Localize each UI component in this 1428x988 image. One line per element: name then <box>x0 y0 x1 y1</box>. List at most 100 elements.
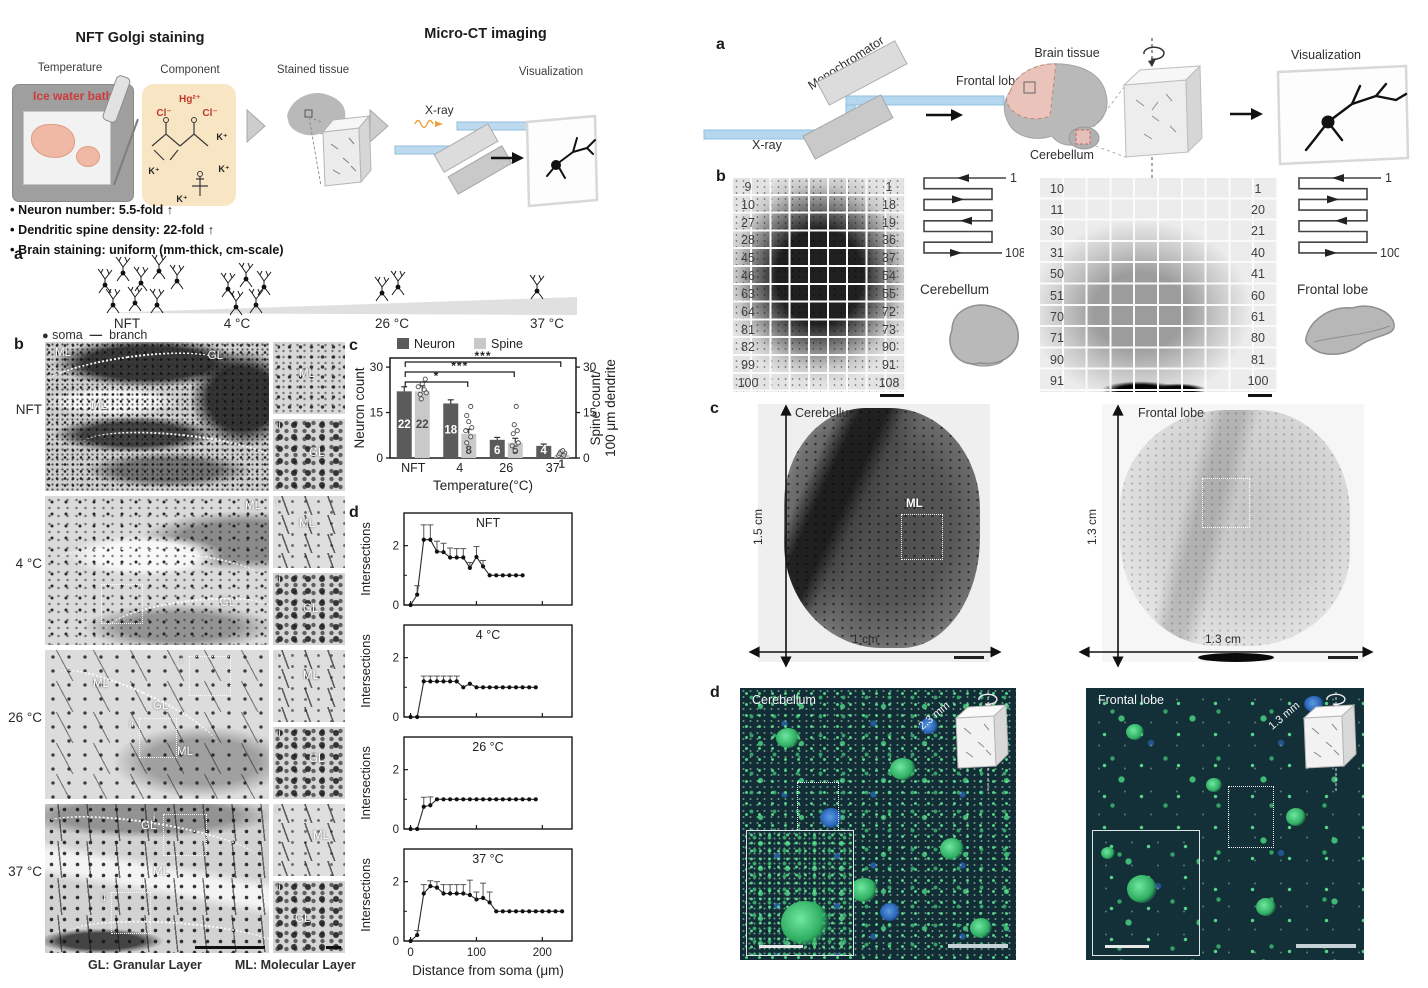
k-ion-label: K⁺ <box>176 194 187 204</box>
svg-text:0: 0 <box>393 600 399 612</box>
roi-box-ii: ii <box>129 718 177 758</box>
finding-spine-density: Dendritic spine density: 22-fold ↑ <box>10 220 284 240</box>
fluorescence-cerebellum: Cerebellum 2.3 mm <box>740 688 1016 960</box>
ct-projection-cerebellum: ML <box>758 404 990 662</box>
tile-number: 70 <box>1050 310 1064 325</box>
svg-text:15: 15 <box>583 406 597 420</box>
rotation-icon <box>1143 38 1165 67</box>
scan-order-serpentine: 1 108 <box>923 172 1024 260</box>
scale-bar <box>326 946 341 949</box>
tile-number: 1 <box>1254 181 1262 196</box>
tissue-cube-icon <box>1122 64 1203 178</box>
visualization-panel <box>1276 64 1410 166</box>
panel-b-caption: GL: Granular Layer ML: Molecular Layer <box>88 958 356 972</box>
condition-label-4c: 4 °C <box>223 316 251 331</box>
svg-text:8: 8 <box>466 445 473 457</box>
svg-text:0: 0 <box>376 451 383 465</box>
visualization-panel <box>525 114 599 208</box>
frontal-lobe-shape-icon <box>1305 305 1395 355</box>
svg-text:18: 18 <box>444 424 457 436</box>
sample-box-marker <box>1023 81 1036 94</box>
chromate-skeleton <box>151 122 209 196</box>
svg-text:Neuron: Neuron <box>414 337 455 351</box>
svg-text:4: 4 <box>456 461 463 475</box>
inset-index-label: ii <box>276 882 281 893</box>
tile-number: 28 <box>741 233 755 248</box>
cerebellum-tissue <box>784 408 980 648</box>
ct-mosaic-cerebellum: 9 10 27 28 45 46 63 64 81 82 99 100 1 18 19 36 37 54 55 72… <box>733 178 906 392</box>
bar <box>443 403 459 458</box>
region-label-ml: ML <box>245 500 261 512</box>
tile-number: 99 <box>741 358 755 373</box>
xray-label: X-ray <box>425 103 454 117</box>
magnified-inset <box>1092 830 1200 956</box>
flow-arrow-icon <box>926 109 963 121</box>
svg-text:Intersections: Intersections <box>358 746 373 820</box>
row-label-4c: 4 °C <box>15 556 42 571</box>
roi-box <box>101 584 143 624</box>
k-ion-label: K⁺ <box>216 132 227 142</box>
tile-number: 90 <box>882 340 896 355</box>
svg-text:Intersections: Intersections <box>358 522 373 596</box>
golgi-title: NFT Golgi staining <box>75 30 205 46</box>
ice-water-bath-box: Ice water bath <box>12 73 139 202</box>
svg-text:200: 200 <box>533 947 552 959</box>
bar <box>414 391 430 458</box>
scan-order-serpentine: 1 100 <box>1298 172 1399 260</box>
tile-number: 91 <box>1050 374 1064 389</box>
neuron-cluster <box>529 274 545 300</box>
region-label-ml: ML <box>91 400 107 412</box>
tile-number: 10 <box>1050 181 1064 196</box>
inset-index-label: i <box>276 805 279 816</box>
height-dimension-label: 1.3 cm <box>1085 508 1100 546</box>
tile-number: 1 <box>885 179 893 194</box>
panel-b-label-right: b <box>716 168 726 185</box>
svg-text:*: * <box>434 369 440 383</box>
tile-number: 73 <box>882 322 896 337</box>
tile-number: 46 <box>741 269 755 284</box>
brain-slice-icon <box>31 124 75 158</box>
frontal-lobe-label: Frontal lobe <box>956 74 1023 88</box>
tile-number: 61 <box>1251 310 1265 325</box>
panel-c-label-right: c <box>710 400 719 417</box>
golgi-micrograph-nft: ML GL ML <box>33 342 283 491</box>
svg-text:Intersections: Intersections <box>358 634 373 708</box>
soma-dot-icon: ● <box>42 330 49 342</box>
magnified-inset <box>746 830 854 956</box>
inset-index-label: ii <box>276 420 281 431</box>
tile-number: 41 <box>1251 267 1265 282</box>
cerebellum-shape-icon <box>949 304 1019 367</box>
region-label-gl: GL <box>295 913 311 925</box>
tile-number: 72 <box>882 304 896 319</box>
svg-text:1: 1 <box>559 459 566 471</box>
gradient-wedge-icon <box>102 297 577 315</box>
tile-number: 80 <box>1251 331 1265 346</box>
tile-number: 9 <box>744 179 752 194</box>
golgi-micrograph-37c: GL ML i ii <box>39 804 287 972</box>
key-findings: Neuron number: 5.5-fold ↑ Dendritic spin… <box>10 200 284 260</box>
ml-region-label: ML <box>906 498 923 510</box>
tile-number: 54 <box>882 269 896 284</box>
condition-label-37c: 37 °C <box>530 316 564 331</box>
row-label-37c: 37 °C <box>8 864 42 879</box>
soma-legend-label: soma <box>52 328 83 342</box>
region-label-gl: GL <box>219 597 235 609</box>
svg-text:37: 37 <box>546 461 560 475</box>
svg-text:2: 2 <box>393 541 399 553</box>
inset-scale-bar <box>759 945 803 948</box>
inset-index-label: ii <box>276 574 281 585</box>
height-dimension-label: 1.5 cm <box>751 508 766 546</box>
region-label-gl: GL <box>207 350 223 362</box>
ml-caption: ML: Molecular Layer <box>234 958 356 972</box>
component-label: Component <box>160 64 220 76</box>
visualization-label-right: Visualization <box>1291 48 1361 62</box>
inset-scale-bar <box>1105 945 1149 948</box>
frontal-tissue <box>1120 410 1350 646</box>
region-label-ml: ML <box>177 746 193 758</box>
tissue-cube-icon <box>321 114 372 187</box>
width-dimension-label: 1.3 cm <box>1205 632 1242 646</box>
neuron-cluster <box>220 262 272 316</box>
tile-number: 21 <box>1251 224 1265 239</box>
ct-mosaic-frontal-lobe: 10 11 30 31 50 51 70 71 90 91 1 20 21 40 41 60 61 80 81 10… <box>1040 178 1278 392</box>
tile-number: 27 <box>741 215 755 230</box>
